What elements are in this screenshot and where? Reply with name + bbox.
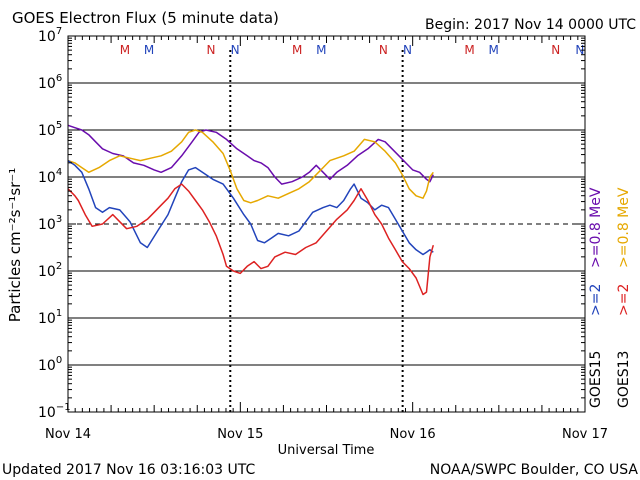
station-label: M bbox=[488, 43, 498, 57]
grid-lines bbox=[68, 82, 585, 366]
station-label: M bbox=[120, 43, 130, 57]
begin-label: Begin: 2017 Nov 14 0000 UTC bbox=[425, 17, 636, 33]
station-label: M bbox=[316, 43, 326, 57]
series-line-3 bbox=[67, 183, 435, 296]
station-label: M bbox=[464, 43, 474, 57]
x-tick-label: Nov 14 bbox=[45, 427, 91, 442]
station-label: N bbox=[231, 43, 240, 57]
x-tick-label: Nov 16 bbox=[390, 427, 436, 442]
legend-entry: >=0.8 MeV bbox=[588, 187, 604, 268]
y-axis-label: Particles cm⁻²s⁻¹sr⁻¹ bbox=[6, 168, 24, 322]
station-label: M bbox=[144, 43, 154, 57]
legend-entry: >=2 bbox=[588, 284, 604, 316]
series-line-2 bbox=[67, 159, 434, 256]
updated-label: Updated 2017 Nov 16 03:16:03 UTC bbox=[2, 462, 255, 478]
data-series bbox=[67, 124, 435, 296]
legend-group-goes15: GOES15 bbox=[588, 351, 604, 408]
legend-entry: >=0.8 MeV bbox=[616, 187, 632, 268]
station-label: N bbox=[403, 43, 412, 57]
credit-label: NOAA/SWPC Boulder, CO USA bbox=[430, 462, 639, 478]
station-label: N bbox=[551, 43, 560, 57]
legend: GOES15 GOES13 >=2 >=0.8 MeV >=2 >=0.8 MeV bbox=[588, 187, 632, 408]
series-line-1 bbox=[67, 129, 434, 204]
chart-title: GOES Electron Flux (5 minute data) bbox=[12, 9, 279, 27]
series-line-0 bbox=[67, 124, 434, 185]
station-label: N bbox=[575, 43, 584, 57]
station-label: N bbox=[207, 43, 216, 57]
legend-group-goes13: GOES13 bbox=[616, 351, 632, 408]
x-tick-label: Nov 17 bbox=[562, 427, 608, 442]
station-label: M bbox=[292, 43, 302, 57]
x-axis-ticks: Nov 14 Nov 15 Nov 16 Nov 17 bbox=[45, 36, 608, 442]
x-tick-label: Nov 15 bbox=[217, 427, 263, 442]
station-label: N bbox=[379, 43, 388, 57]
x-axis-label: Universal Time bbox=[278, 443, 375, 458]
legend-entry: >=2 bbox=[616, 284, 632, 316]
